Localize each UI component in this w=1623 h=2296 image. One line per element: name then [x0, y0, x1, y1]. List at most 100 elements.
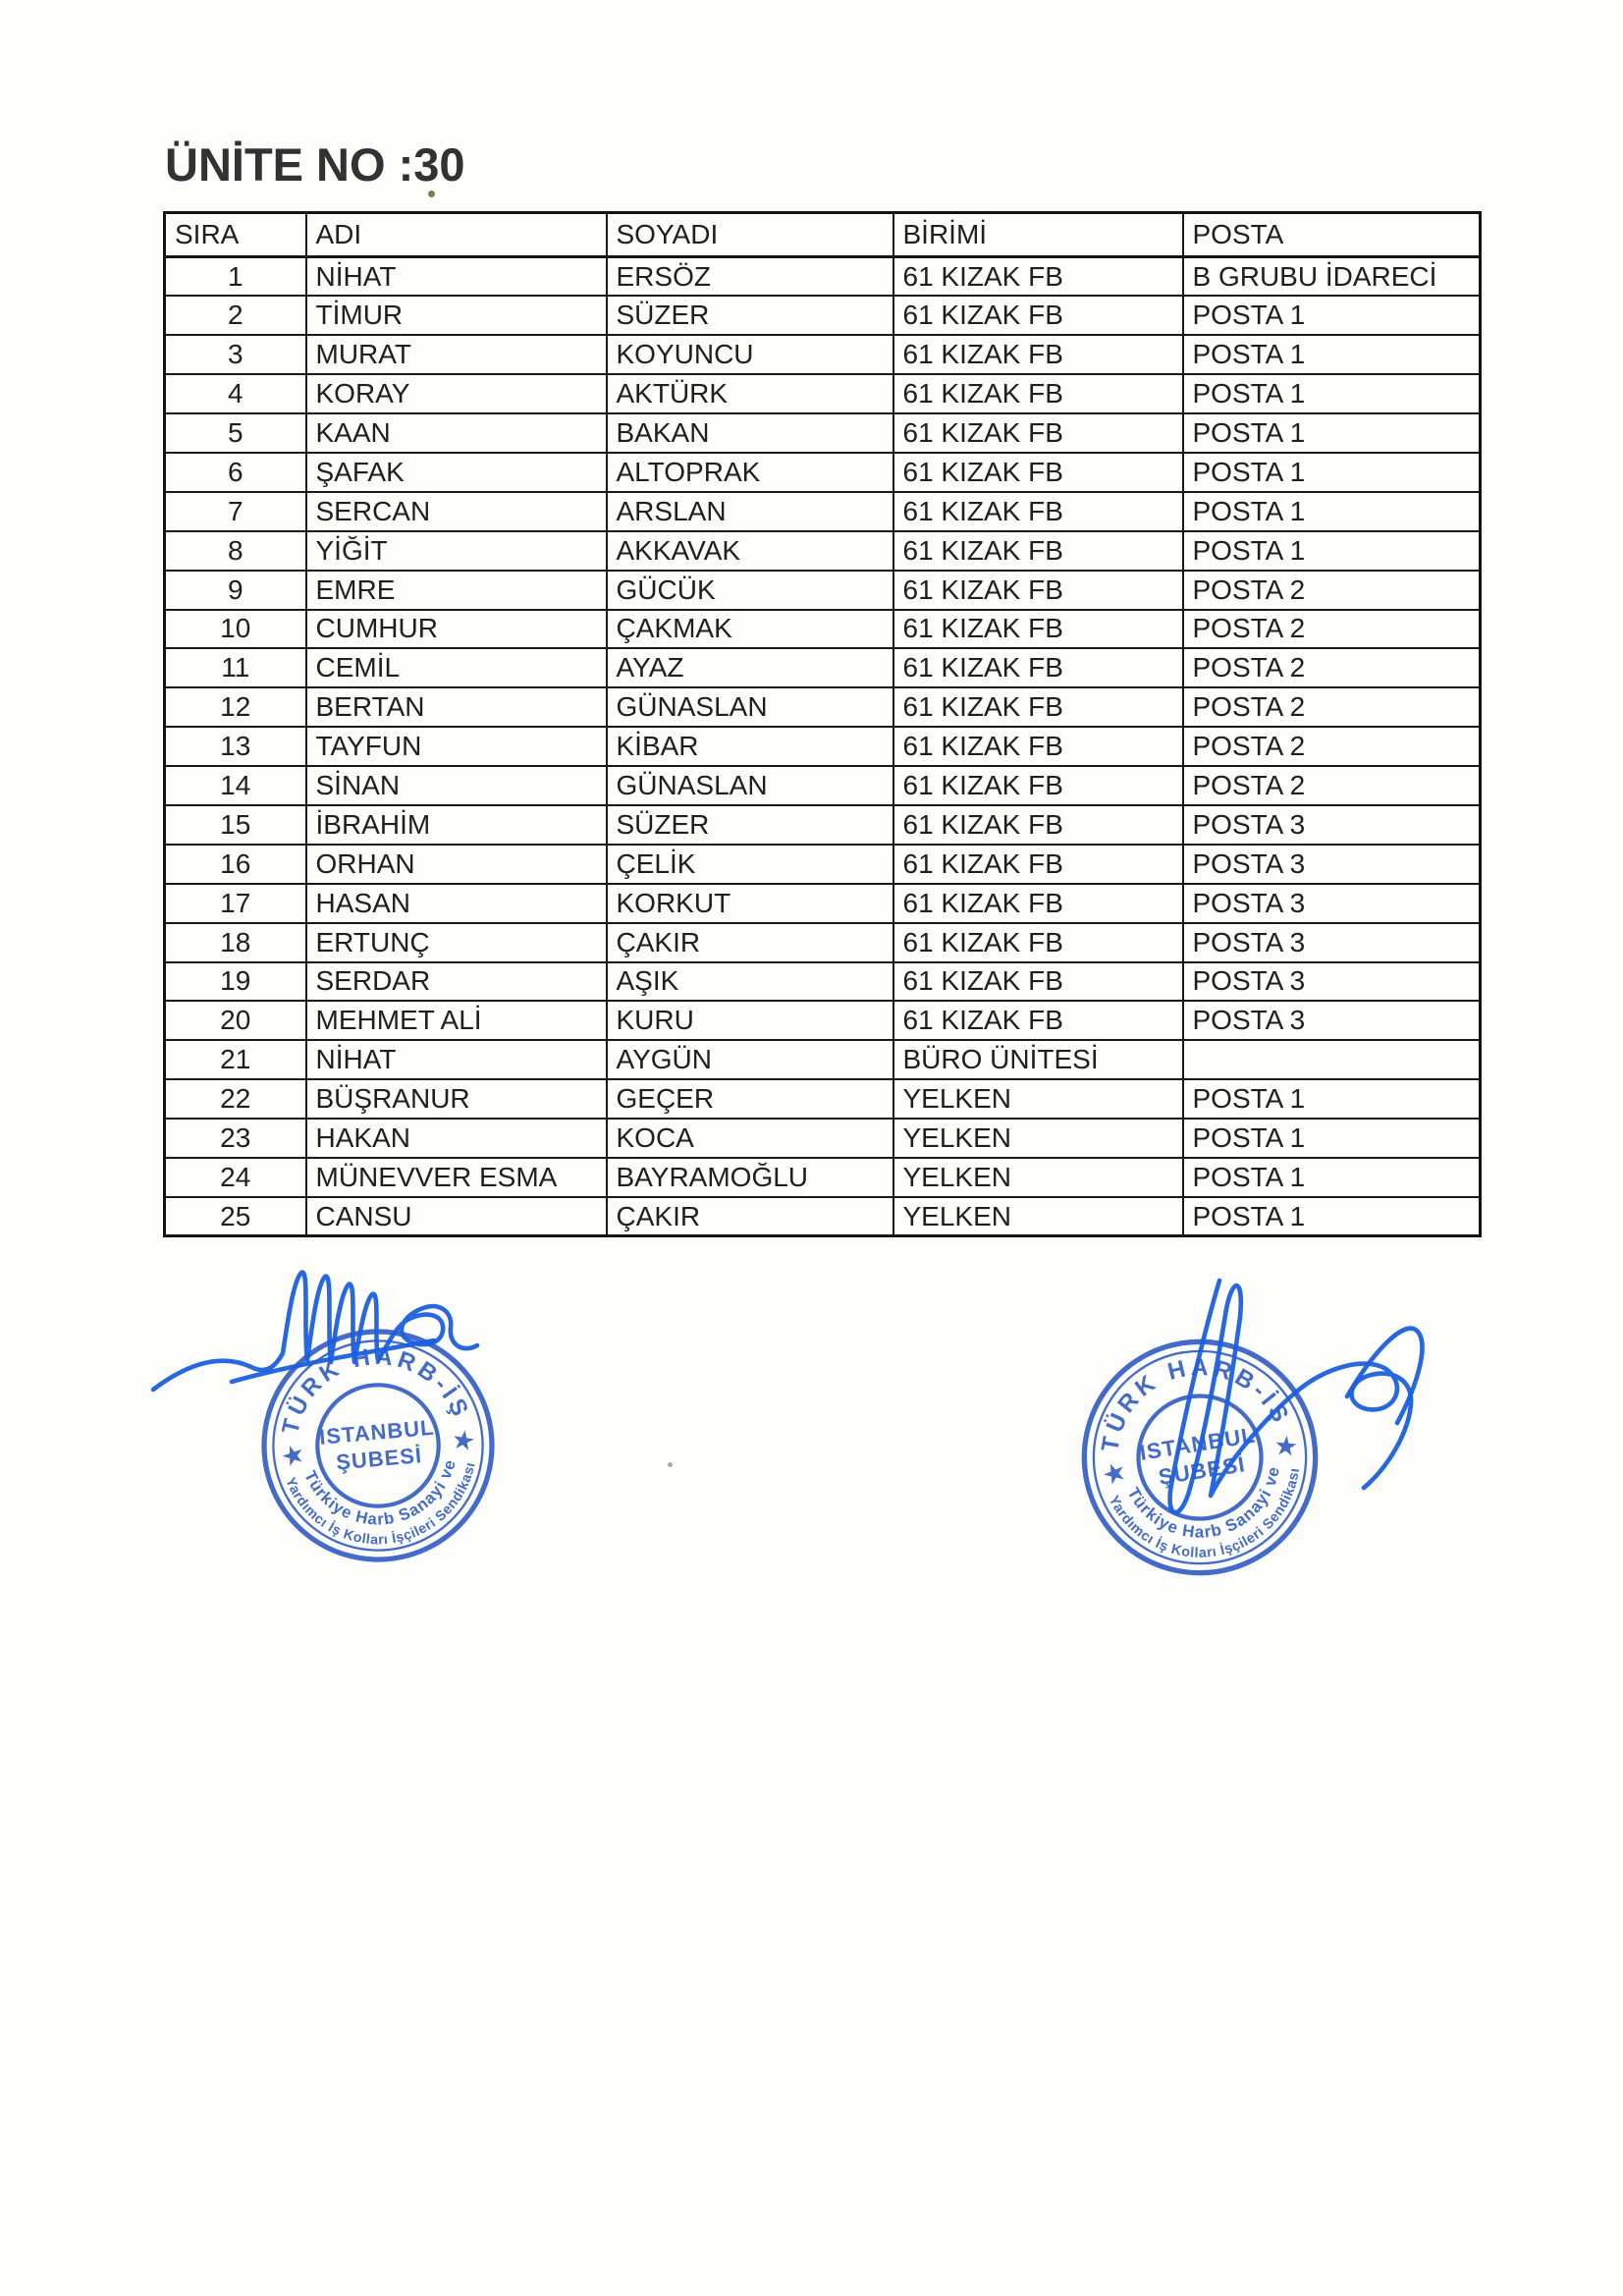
table-cell: POSTA 2	[1181, 569, 1482, 611]
table-cell: 4	[163, 373, 307, 415]
roster-table: SIRA ADI SOYADI BİRİMİ POSTA 1 NİHAT ERSÖZ…	[163, 211, 1482, 1238]
table-cell: 10	[163, 608, 307, 650]
table-cell: 22	[163, 1078, 307, 1121]
table-row: 1 NİHAT ERSÖZ 61 KIZAK FB B GRUBU İDARECİ	[163, 255, 1482, 298]
table-cell	[1181, 1039, 1482, 1081]
table-cell: KOYUNCU	[605, 334, 894, 376]
column-header-adi: ADI	[304, 211, 608, 258]
table-cell: ÇAKMAK	[605, 608, 894, 650]
table-cell: TİMUR	[304, 295, 608, 337]
table-cell: ARSLAN	[605, 490, 894, 532]
table-cell: 61 KIZAK FB	[892, 803, 1184, 846]
table-cell: SÜZER	[605, 295, 894, 337]
stamp-mid-ring	[1092, 1349, 1308, 1565]
table-row: 25 CANSU ÇAKIR YELKEN POSTA 1	[163, 1195, 1482, 1237]
table-row: 22 BÜŞRANUR GEÇER YELKEN POSTA 1	[163, 1078, 1482, 1121]
table-cell: 61 KIZAK FB	[892, 765, 1184, 806]
table-cell: 7	[163, 490, 307, 532]
table-row: 18 ERTUNÇ ÇAKIR 61 KIZAK FB POSTA 3	[163, 921, 1482, 963]
table-row: 4 KORAY AKTÜRK 61 KIZAK FB POSTA 1	[163, 373, 1482, 415]
table-cell: POSTA 1	[1181, 334, 1482, 376]
table-cell: 19	[163, 960, 307, 1003]
table-cell: POSTA 2	[1181, 608, 1482, 650]
table-cell: POSTA 1	[1181, 451, 1482, 493]
table-cell: 12	[163, 686, 307, 729]
table-cell: POSTA 1	[1181, 529, 1482, 572]
table-row: 13 TAYFUN KİBAR 61 KIZAK FB POSTA 2	[163, 726, 1482, 768]
table-cell: POSTA 1	[1181, 1156, 1482, 1198]
table-cell: ŞAFAK	[304, 451, 608, 493]
table-cell: CANSU	[304, 1195, 608, 1237]
table-cell: 61 KIZAK FB	[892, 647, 1184, 689]
star-icon: ★	[277, 1437, 309, 1473]
table-cell: GEÇER	[605, 1078, 894, 1121]
column-header-sira: SIRA	[163, 211, 307, 258]
table-cell: 25	[163, 1195, 307, 1237]
column-header-posta: POSTA	[1181, 211, 1482, 258]
table-cell: İBRAHİM	[304, 803, 608, 846]
table-row: 23 HAKAN KOCA YELKEN POSTA 1	[163, 1118, 1482, 1159]
table-row: 8 YİĞİT AKKAVAK 61 KIZAK FB POSTA 1	[163, 529, 1482, 572]
page-title: ÜNİTE NO :30	[165, 138, 465, 191]
signature-right	[1167, 1278, 1414, 1515]
table-cell: KORAY	[304, 373, 608, 415]
table-cell: BAYRAMOĞLU	[605, 1156, 894, 1198]
table-cell: BÜRO ÜNİTESİ	[892, 1039, 1184, 1081]
table-cell: 61 KIZAK FB	[892, 295, 1184, 337]
table-row: 6 ŞAFAK ALTOPRAK 61 KIZAK FB POSTA 1	[163, 451, 1482, 493]
stamp-outer-ring	[1081, 1339, 1319, 1576]
table-row: 15 İBRAHİM SÜZER 61 KIZAK FB POSTA 3	[163, 803, 1482, 846]
table-cell: YELKEN	[892, 1156, 1184, 1198]
table-cell: 61 KIZAK FB	[892, 726, 1184, 768]
table-cell: 61 KIZAK FB	[892, 373, 1184, 415]
table-cell: 16	[163, 843, 307, 885]
table-cell: BAKAN	[605, 412, 894, 454]
table-cell: YELKEN	[892, 1078, 1184, 1121]
table-cell: POSTA 1	[1181, 373, 1482, 415]
table-cell: POSTA 2	[1181, 647, 1482, 689]
union-stamp-right: TÜRK HARB-İŞ ISTANBUL ŞUBESİ Türkiye Har…	[1081, 1278, 1425, 1576]
table-cell: 2	[163, 295, 307, 337]
table-row: 9 EMRE GÜCÜK 61 KIZAK FB POSTA 2	[163, 569, 1482, 611]
table-cell: 17	[163, 882, 307, 924]
table-cell: 21	[163, 1039, 307, 1081]
table-cell: 61 KIZAK FB	[892, 334, 1184, 376]
table-cell: POSTA 3	[1181, 843, 1482, 885]
table-cell: KURU	[605, 1000, 894, 1042]
table-cell: KİBAR	[605, 726, 894, 768]
table-cell: POSTA 1	[1181, 1118, 1482, 1159]
scan-speck	[668, 1462, 673, 1467]
table-cell: POSTA 3	[1181, 882, 1482, 924]
table-cell: NİHAT	[304, 255, 608, 298]
table-cell: ORHAN	[304, 843, 608, 885]
table-cell: POSTA 1	[1181, 1078, 1482, 1121]
star-icon: ★	[1098, 1454, 1132, 1492]
table-cell: SÜZER	[605, 803, 894, 846]
table-cell: SERDAR	[304, 960, 608, 1003]
table-cell: ÇAKIR	[605, 1195, 894, 1237]
table-cell: 9	[163, 569, 307, 611]
table-cell: GÜNASLAN	[605, 765, 894, 806]
table-cell: MÜNEVVER ESMA	[304, 1156, 608, 1198]
signature-right-loop	[1344, 1326, 1425, 1426]
table-cell: ÇELİK	[605, 843, 894, 885]
table-cell: BERTAN	[304, 686, 608, 729]
table-cell: 61 KIZAK FB	[892, 490, 1184, 532]
table-cell: POSTA 1	[1181, 295, 1482, 337]
table-cell: 8	[163, 529, 307, 572]
roster-table-body: 1 NİHAT ERSÖZ 61 KIZAK FB B GRUBU İDARECİ 2 Tİ…	[163, 255, 1482, 1237]
table-row: 10 CUMHUR ÇAKMAK 61 KIZAK FB POSTA 2	[163, 608, 1482, 650]
table-header-row: SIRA ADI SOYADI BİRİMİ POSTA	[163, 211, 1482, 258]
table-row: 21 NİHAT AYGÜN BÜRO ÜNİTESİ	[163, 1039, 1482, 1081]
signature-left-flourish	[229, 1338, 437, 1385]
table-cell: 18	[163, 921, 307, 963]
table-row: 11 CEMİL AYAZ 61 KIZAK FB POSTA 2	[163, 647, 1482, 689]
table-cell: 1	[163, 255, 307, 298]
roster-table-container: SIRA ADI SOYADI BİRİMİ POSTA 1 NİHAT ERSÖZ…	[163, 211, 1482, 1238]
table-row: 3 MURAT KOYUNCU 61 KIZAK FB POSTA 1	[163, 334, 1482, 376]
table-cell: ERSÖZ	[605, 255, 894, 298]
table-cell: 3	[163, 334, 307, 376]
table-row: 2 TİMUR SÜZER 61 KIZAK FB POSTA 1	[163, 295, 1482, 337]
table-cell: POSTA 2	[1181, 686, 1482, 729]
union-stamp-left: TÜRK HARB-İŞ ISTANBUL ŞUBESİ Türkiye Har…	[150, 1270, 495, 1562]
